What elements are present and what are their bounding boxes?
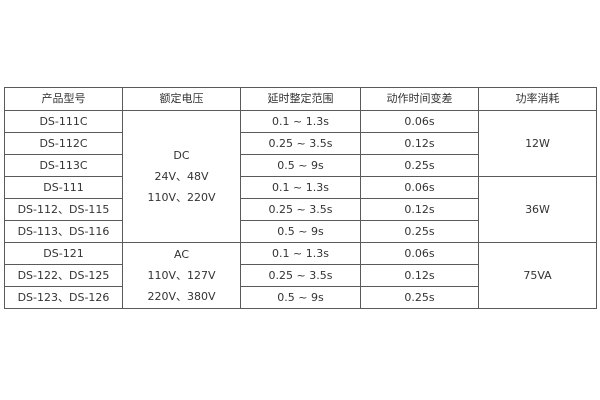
model-cell: DS-111C	[4, 110, 123, 133]
variation-cell: 0.25s	[360, 286, 479, 309]
variation-cell: 0.06s	[360, 110, 479, 133]
model-cell: DS-112、DS-115	[4, 198, 123, 221]
table-row: DS-111 0.1 ~ 1.3s 0.06s 36W	[4, 176, 597, 243]
voltage-values: 24V、48V	[154, 170, 209, 183]
voltage-values: 220V、380V	[147, 290, 216, 303]
delay-cell: 0.25 ~ 3.5s	[240, 198, 361, 221]
voltage-type: DC	[173, 149, 190, 162]
header-voltage: 额定电压	[122, 87, 241, 111]
variation-cell: 0.25s	[360, 154, 479, 177]
table-row: DS-123、DS-126 0.5 ~ 9s 0.25s	[4, 286, 597, 309]
delay-cell: 0.1 ~ 1.3s	[240, 242, 361, 265]
table-row: DS-113、DS-116 0.5 ~ 9s 0.25s	[4, 220, 597, 243]
header-model: 产品型号	[4, 87, 123, 111]
header-power: 功率消耗	[478, 87, 597, 111]
model-cell: DS-113C	[4, 154, 123, 177]
delay-cell: 0.25 ~ 3.5s	[240, 132, 361, 155]
table-row: DS-121 AC 110V、127V 220V、380V 0.1 ~ 1.3s…	[4, 242, 597, 309]
table-row: DS-122、DS-125 0.25 ~ 3.5s 0.12s	[4, 264, 597, 287]
delay-cell: 0.25 ~ 3.5s	[240, 264, 361, 287]
model-cell: DS-123、DS-126	[4, 286, 123, 309]
delay-cell: 0.1 ~ 1.3s	[240, 110, 361, 133]
model-cell: DS-112C	[4, 132, 123, 155]
model-cell: DS-122、DS-125	[4, 264, 123, 287]
delay-cell: 0.1 ~ 1.3s	[240, 176, 361, 199]
voltage-values: 110V、220V	[147, 191, 216, 204]
header-row: 产品型号 额定电压 延时整定范围 动作时间变差 功率消耗	[4, 87, 597, 111]
delay-cell: 0.5 ~ 9s	[240, 286, 361, 309]
model-cell: DS-113、DS-116	[4, 220, 123, 243]
model-cell: DS-121	[4, 242, 123, 265]
variation-cell: 0.12s	[360, 264, 479, 287]
spec-table: 产品型号 额定电压 延时整定范围 动作时间变差 功率消耗 DS-111C DC …	[4, 87, 597, 309]
voltage-type: AC	[173, 248, 189, 261]
variation-cell: 0.06s	[360, 176, 479, 199]
model-cell: DS-111	[4, 176, 123, 199]
delay-cell: 0.5 ~ 9s	[240, 220, 361, 243]
header-delay-range: 延时整定范围	[240, 87, 361, 111]
variation-cell: 0.12s	[360, 132, 479, 155]
voltage-cell: DC 24V、48V 110V、220V	[122, 110, 241, 243]
power-cell: 75VA	[478, 242, 597, 309]
power-cell: 36W	[478, 176, 597, 243]
delay-cell: 0.5 ~ 9s	[240, 154, 361, 177]
variation-cell: 0.25s	[360, 220, 479, 243]
variation-cell: 0.06s	[360, 242, 479, 265]
table-row: DS-111C DC 24V、48V 110V、220V 0.1 ~ 1.3s …	[4, 110, 597, 243]
header-time-variation: 动作时间变差	[360, 87, 479, 111]
power-cell: 12W	[478, 110, 597, 177]
variation-cell: 0.12s	[360, 198, 479, 221]
voltage-values: 110V、127V	[147, 269, 216, 282]
table-row: DS-113C 0.5 ~ 9s 0.25s	[4, 154, 597, 177]
voltage-cell: AC 110V、127V 220V、380V	[122, 242, 241, 309]
